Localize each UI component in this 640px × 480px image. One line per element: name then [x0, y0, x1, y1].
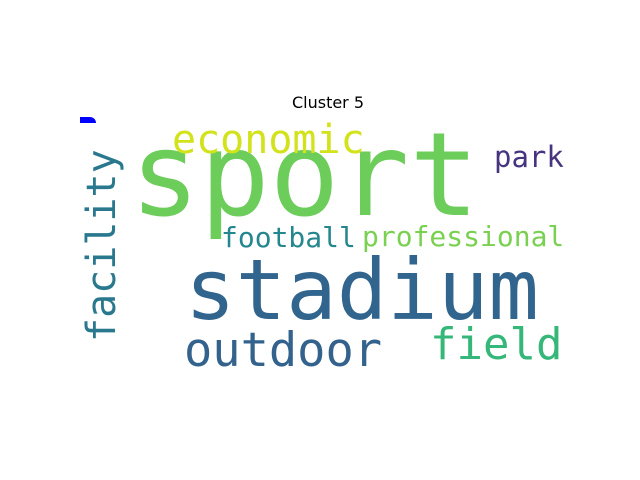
word-football: football — [221, 224, 356, 252]
word-field: field — [430, 323, 562, 367]
word-park: park — [494, 143, 564, 172]
word-professional: professional — [362, 223, 564, 251]
word-facility: facility — [82, 149, 122, 342]
blue-marker — [80, 117, 96, 123]
word-outdoor: outdoor — [184, 327, 382, 374]
word-economic: economic — [172, 120, 365, 160]
